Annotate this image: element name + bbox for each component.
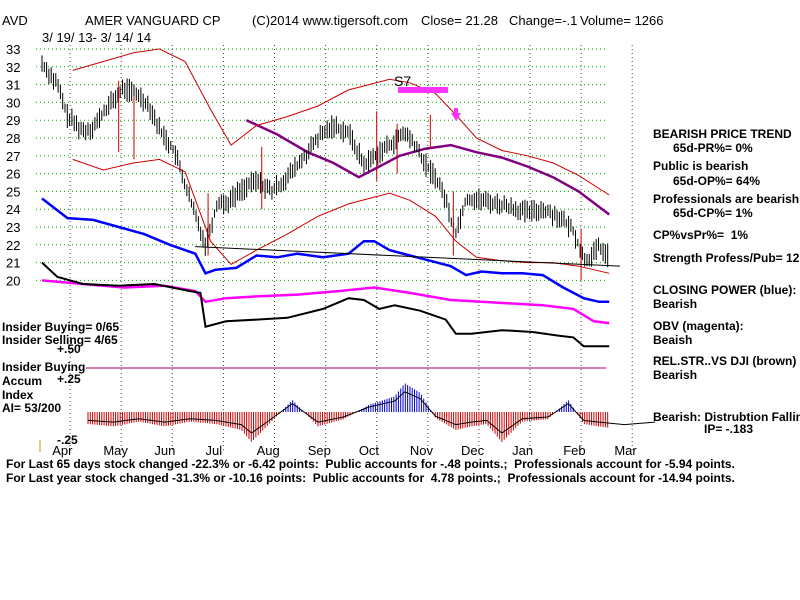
pr-value: 65d-PR%= 0% — [673, 141, 753, 155]
s7-signal-marker — [398, 87, 448, 93]
y-tick-label: 33 — [6, 42, 20, 57]
x-tick-label: Dec — [461, 443, 485, 458]
x-tick-label: Oct — [359, 443, 380, 458]
x-tick-label: Apr — [52, 443, 73, 458]
x-tick-label: Sep — [308, 443, 331, 458]
public-status: Public is bearish — [653, 159, 749, 173]
footer-65day-summary: For Last 65 days stock changed -22.3% or… — [6, 457, 735, 471]
cpvspr-value: CP%vsPr%= 1% — [653, 228, 749, 242]
strength-value: Strength Profess/Pub= 12 — [653, 251, 800, 265]
accum-minus25-label: -.25 — [57, 433, 78, 447]
professionals-status: Professionals are bearish — [653, 192, 800, 206]
lower_band-line — [72, 158, 610, 274]
accum-plus50-label: +.50 — [57, 342, 81, 356]
closing-power-label: CLOSING POWER (blue): — [653, 283, 797, 297]
y-tick-label: 32 — [6, 60, 20, 75]
y-tick-label: 20 — [6, 273, 20, 288]
obv-label: OBV (magenta): — [653, 319, 744, 333]
ma-line — [245, 119, 610, 216]
close-value: Close= 21.28 — [421, 13, 498, 28]
index-label: Index — [2, 388, 34, 402]
closing_power-line — [41, 197, 610, 304]
accum-ma-line — [87, 391, 656, 434]
obv-status: Beaish — [653, 333, 693, 347]
x-tick-label: Nov — [410, 443, 434, 458]
y-tick-label: 27 — [6, 149, 20, 164]
y-tick-label: 24 — [6, 202, 20, 217]
x-tick-label: Aug — [257, 443, 280, 458]
cp-value: 65d-CP%= 1% — [673, 206, 753, 220]
ticker-label: AVD — [2, 13, 28, 28]
source-label: (C)2014 www.tigersoft.com — [252, 13, 408, 28]
op-value: 65d-OP%= 64% — [673, 174, 761, 188]
x-tick-label: May — [103, 443, 128, 458]
relstr-status: Bearish — [653, 368, 698, 382]
date-range: 3/ 19/ 13- 3/ 14/ 14 — [42, 30, 151, 45]
trend-line — [195, 246, 621, 267]
y-tick-label: 25 — [6, 184, 20, 199]
volume-value: Volume= 1266 — [580, 13, 663, 28]
bearish-trend-title: BEARISH PRICE TREND — [653, 127, 792, 141]
distribution-status: Bearish: Distrubtion Falling — [653, 410, 800, 424]
upper_band-line — [72, 48, 610, 196]
accum-label: Accum — [2, 374, 42, 388]
change-value: Change=-.1 — [509, 13, 577, 28]
accum-histogram — [87, 383, 609, 442]
s7-signal-label: S7 — [394, 73, 411, 89]
x-tick-label: Mar — [614, 443, 637, 458]
footer-year-summary: For Last year stock changed -31.3% or -1… — [6, 471, 735, 485]
y-tick-label: 29 — [6, 113, 20, 128]
x-tick-label: Jun — [154, 443, 175, 458]
y-tick-label: 21 — [6, 256, 20, 271]
chart-series — [39, 48, 656, 452]
insider-buying-label: Insider Buying — [2, 360, 85, 374]
y-tick-label: 22 — [6, 238, 20, 253]
ip-value: IP= -.183 — [704, 422, 754, 436]
y-tick-label: 23 — [6, 220, 20, 235]
relstr-line — [41, 261, 610, 348]
company-name: AMER VANGUARD CP — [85, 13, 221, 28]
accum-plus25-label: +.25 — [57, 372, 81, 386]
chart-grid — [36, 45, 633, 452]
price-bars — [41, 55, 609, 281]
sell-arrow-icon — [451, 108, 461, 121]
y-tick-label: 30 — [6, 95, 20, 110]
insider-buying-count: Insider Buying= 0/65 — [2, 320, 119, 334]
y-tick-label: 31 — [6, 78, 20, 93]
x-tick-label: Jan — [512, 443, 533, 458]
y-axis-labels: 33 32 31 30 29 28 27 26 25 24 23 22 21 20 — [6, 42, 20, 288]
x-tick-label: Jul — [206, 443, 223, 458]
insider-selling-count: Insider Selling= 4/65 — [2, 333, 118, 347]
closing-power-status: Bearish — [653, 297, 698, 311]
x-axis-labels: Apr May Jun Jul Aug Sep Oct Nov Dec Jan Feb Mar — [52, 443, 637, 458]
y-tick-label: 28 — [6, 131, 20, 146]
y-tick-label: 26 — [6, 167, 20, 182]
x-tick-label: Feb — [563, 443, 585, 458]
relstr-label: REL.STR..VS DJI (brown) — [653, 354, 797, 368]
ai-value: AI= 53/200 — [2, 401, 61, 415]
